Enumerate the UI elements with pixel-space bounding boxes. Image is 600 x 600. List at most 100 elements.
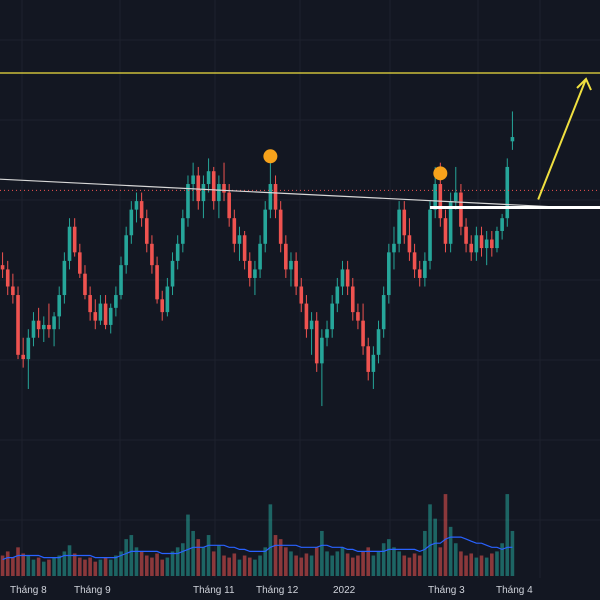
projection-arrow-head: [576, 77, 592, 91]
volume-bar: [222, 555, 226, 576]
candle-body: [345, 269, 350, 287]
candle-body: [510, 137, 515, 142]
candle-body: [299, 286, 304, 304]
volume-bar: [402, 555, 407, 576]
candle-body: [36, 320, 41, 330]
volume-bar: [119, 551, 123, 576]
candle-body: [428, 209, 432, 261]
x-tick-label: Tháng 11: [193, 585, 235, 596]
candle-body: [325, 329, 329, 338]
volume-bars: [0, 494, 515, 576]
x-tick-label: Tháng 9: [74, 585, 111, 596]
volume-bar: [253, 559, 257, 576]
candle-body: [443, 218, 448, 244]
candle-body: [217, 184, 221, 202]
volume-bar: [93, 561, 98, 576]
volume-bar: [345, 553, 350, 576]
candle-body: [376, 329, 381, 355]
candle-body: [278, 209, 283, 244]
candle-body: [289, 260, 293, 270]
volume-bar: [211, 551, 216, 576]
volume-bar: [108, 559, 113, 576]
candle-body: [134, 201, 139, 210]
peak-marker: [263, 149, 278, 164]
volume-bar: [181, 543, 185, 576]
candle-body: [397, 209, 401, 244]
volume-bar: [186, 514, 190, 576]
candle-body: [78, 252, 82, 274]
volume-bar: [459, 551, 463, 576]
candle-body: [155, 265, 159, 300]
candle-body: [206, 171, 211, 185]
volume-bar: [191, 530, 195, 576]
candle-body: [309, 320, 314, 330]
candle-body: [201, 184, 206, 202]
candle-body: [191, 175, 195, 185]
volume-bar: [284, 547, 288, 576]
candle-body: [412, 252, 417, 270]
candle-body: [31, 320, 36, 338]
x-axis: Tháng 8 Tháng 9 Tháng 11 Tháng 12 2022 T…: [0, 578, 600, 600]
candle-body: [175, 243, 180, 261]
volume-bar: [170, 551, 175, 576]
candle-body: [495, 230, 499, 249]
volume-bar: [428, 504, 432, 576]
volume-bar: [227, 557, 231, 576]
volume-bar: [201, 547, 206, 576]
candle-body: [381, 295, 386, 330]
volume-bar: [278, 539, 283, 576]
volume-bar: [165, 557, 170, 576]
candle-body: [227, 192, 231, 219]
candle-body: [16, 295, 20, 355]
volume-bar: [21, 553, 25, 576]
candle-body: [484, 239, 489, 249]
candle-body: [144, 218, 149, 244]
volume-bar: [464, 555, 468, 576]
volume-bar: [320, 530, 324, 576]
volume-bar: [62, 551, 67, 576]
volume-bar: [57, 555, 62, 576]
volume-bar: [510, 530, 515, 576]
x-tick-label: Tháng 4: [496, 585, 533, 596]
grid-lines: [0, 0, 600, 578]
candle-body: [459, 192, 463, 227]
candle-body: [433, 184, 437, 210]
candle-body: [160, 299, 165, 313]
candle-body: [93, 312, 98, 321]
volume-bar: [299, 557, 304, 576]
volume-bar: [247, 557, 252, 576]
volume-bar: [397, 551, 401, 576]
candle-body: [26, 337, 31, 360]
candle-body: [98, 303, 103, 321]
candle-body: [211, 171, 216, 202]
x-tick-label: Tháng 12: [256, 585, 299, 596]
candle-body: [11, 286, 15, 296]
candle-body: [52, 316, 56, 330]
volume-bar: [361, 551, 365, 576]
volume-bar: [47, 559, 51, 576]
volume-bar: [129, 535, 134, 576]
candle-body: [304, 303, 309, 330]
candle-body: [237, 235, 242, 244]
volume-bar: [232, 553, 237, 576]
volume-bar: [0, 555, 5, 576]
volume-bar: [289, 551, 293, 576]
candle-body: [350, 286, 355, 313]
volume-bar: [433, 518, 437, 576]
candle-body: [464, 226, 468, 244]
volume-bar: [31, 559, 36, 576]
candlesticks: [0, 111, 515, 407]
candle-body: [108, 307, 113, 325]
volume-bar: [366, 547, 371, 576]
volume-bar: [72, 553, 77, 576]
volume-bar: [443, 494, 448, 576]
candle-body: [417, 269, 422, 278]
volume-bar: [479, 555, 484, 576]
volume-bar: [139, 551, 144, 576]
x-tick-label: Tháng 8: [10, 585, 47, 596]
volume-bar: [407, 557, 412, 576]
volume-bar: [376, 551, 381, 576]
volume-bar: [98, 559, 103, 576]
drawings-top: [263, 77, 600, 210]
candle-body: [392, 243, 396, 253]
